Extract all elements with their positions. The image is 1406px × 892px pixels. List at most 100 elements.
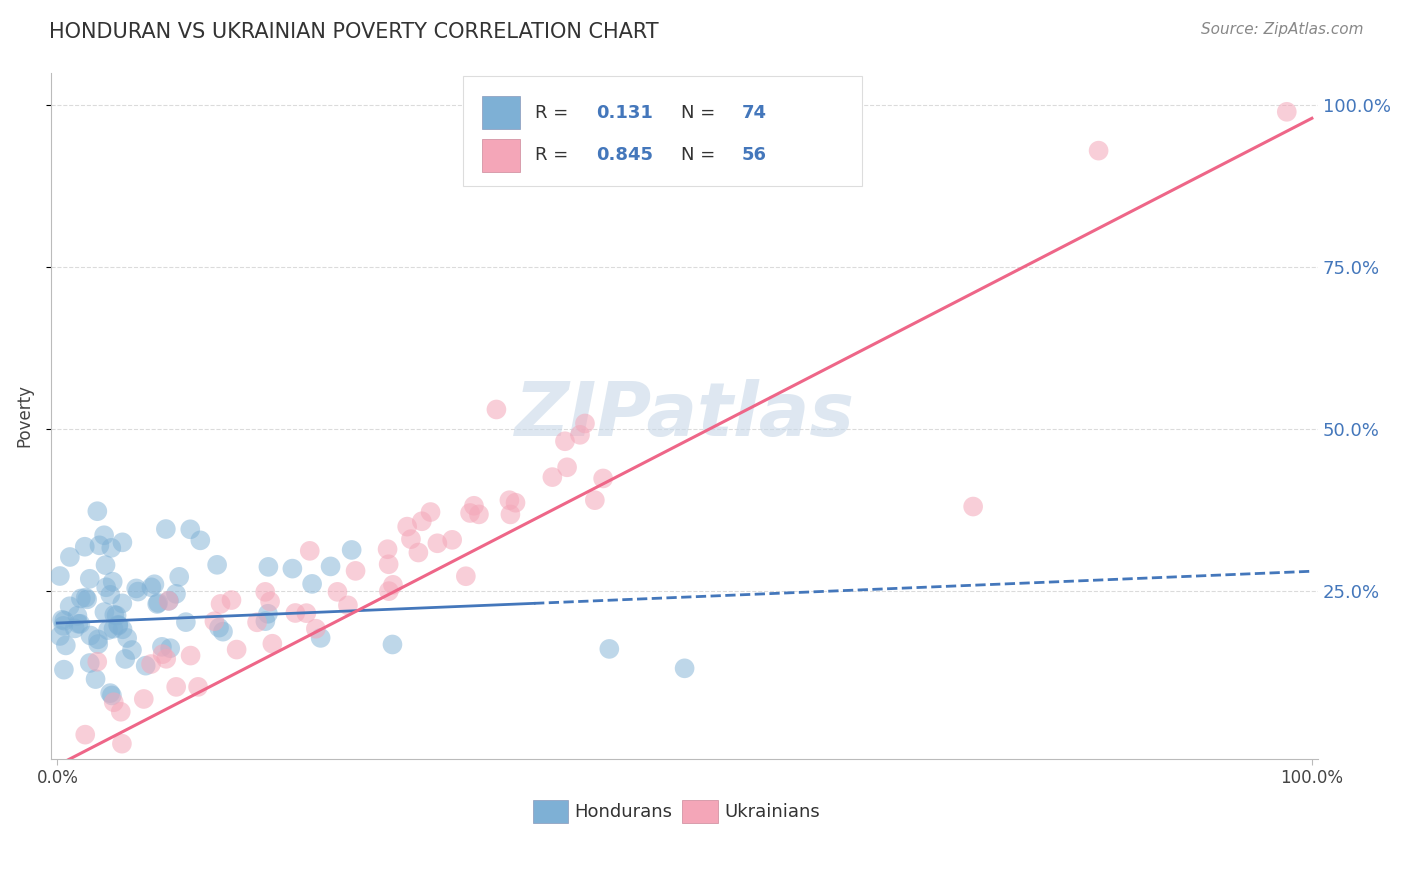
Point (167, 570, 190, 584)
Text: 56: 56 (741, 146, 766, 164)
Point (254, 585, 277, 599)
Text: R =: R = (536, 103, 574, 122)
Point (146, 597, 169, 611)
Point (257, 607, 280, 621)
Point (111, 737, 134, 751)
Point (86, 504, 108, 518)
Point (1087, 144, 1109, 158)
Text: N =: N = (681, 146, 721, 164)
Point (107, 618, 129, 632)
Point (121, 643, 143, 657)
Point (59, 549, 82, 564)
Point (157, 594, 180, 608)
Point (79, 656, 101, 670)
Point (344, 564, 367, 578)
Text: 0.845: 0.845 (596, 146, 652, 164)
Point (93, 605, 115, 619)
Point (399, 532, 422, 546)
Point (305, 622, 328, 636)
Point (554, 434, 576, 449)
Point (127, 584, 149, 599)
Point (148, 596, 170, 610)
Point (505, 496, 527, 510)
Point (70, 591, 93, 606)
Point (541, 470, 564, 484)
Text: R =: R = (536, 146, 574, 164)
Point (157, 594, 180, 608)
Point (419, 505, 441, 519)
Point (202, 614, 225, 628)
Point (155, 522, 177, 536)
Point (135, 658, 157, 673)
Point (159, 641, 181, 656)
Point (139, 657, 162, 671)
Point (301, 577, 323, 591)
Point (143, 577, 166, 591)
Point (454, 569, 477, 583)
Point (101, 689, 124, 703)
Point (152, 647, 174, 661)
Point (298, 544, 321, 558)
Point (396, 519, 419, 533)
Point (114, 652, 136, 666)
Point (101, 574, 124, 589)
Point (188, 533, 211, 548)
Text: Ukrainians: Ukrainians (724, 803, 820, 821)
Point (69, 616, 91, 631)
Point (378, 584, 401, 599)
Point (94, 580, 117, 594)
Text: N =: N = (681, 103, 721, 122)
Point (94, 558, 117, 573)
Point (150, 640, 173, 654)
Point (583, 493, 606, 508)
Point (187, 680, 209, 694)
Point (110, 705, 132, 719)
Point (87, 632, 110, 647)
Point (468, 508, 491, 522)
Point (340, 543, 363, 558)
Text: Source: ZipAtlas.com: Source: ZipAtlas.com (1201, 22, 1364, 37)
Text: 0.131: 0.131 (596, 103, 652, 122)
Point (132, 692, 155, 706)
Point (209, 597, 232, 611)
Point (115, 631, 138, 645)
Point (254, 614, 277, 628)
Point (411, 514, 433, 528)
Point (208, 621, 231, 635)
Point (73, 540, 96, 554)
Point (100, 541, 122, 555)
Point (281, 561, 304, 575)
Point (98, 686, 121, 700)
Point (225, 642, 247, 657)
Point (66, 608, 89, 623)
Point (67, 616, 90, 631)
Point (52, 619, 75, 633)
Point (86, 655, 108, 669)
Point (262, 637, 284, 651)
Point (180, 648, 202, 663)
Point (103, 607, 125, 622)
Point (75, 728, 97, 742)
Point (84, 672, 107, 686)
FancyBboxPatch shape (482, 139, 520, 172)
Point (284, 606, 307, 620)
Point (498, 493, 520, 508)
Point (155, 652, 177, 666)
Point (174, 615, 197, 629)
Point (179, 522, 201, 536)
Point (377, 542, 399, 557)
Point (105, 608, 128, 623)
Point (319, 559, 342, 574)
Point (592, 471, 614, 485)
Point (408, 545, 430, 559)
Point (499, 508, 522, 522)
Text: ZIPatlas: ZIPatlas (515, 379, 855, 452)
FancyBboxPatch shape (533, 800, 568, 823)
FancyBboxPatch shape (482, 96, 520, 129)
Point (673, 661, 696, 675)
Text: 74: 74 (741, 103, 766, 122)
Text: Hondurans: Hondurans (575, 803, 672, 821)
Point (93, 528, 115, 542)
Point (336, 599, 359, 613)
Point (598, 641, 620, 656)
